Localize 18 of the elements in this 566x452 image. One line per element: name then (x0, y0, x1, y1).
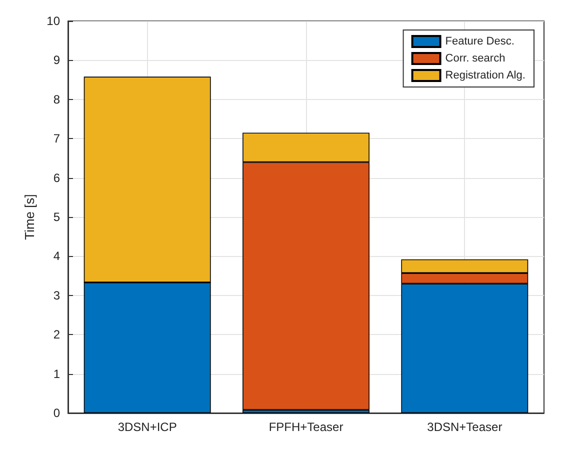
y-axis-title: Time [s] (22, 194, 37, 240)
y-tick-label: 0 (53, 406, 60, 420)
y-tick-label: 3 (53, 288, 60, 302)
y-tick-label: 4 (53, 249, 60, 264)
y-tick-label: 2 (53, 328, 60, 342)
x-tick-label: 3DSN+ICP (118, 420, 177, 434)
x-tick-label: 3DSN+Teaser (427, 420, 502, 434)
y-tick-label: 10 (46, 14, 60, 28)
y-tick-label: 5 (53, 210, 60, 224)
y-tick-label: 7 (53, 132, 60, 146)
y-tick-label: 9 (53, 53, 60, 68)
y-tick-label: 6 (53, 170, 60, 185)
legend-label: Registration Alg. (445, 70, 526, 82)
y-tick-label: 1 (53, 366, 60, 381)
legend-label: Corr. search (445, 52, 506, 64)
legend-label: Feature Desc. (445, 36, 514, 48)
x-tick-label: FPFH+Teaser (268, 420, 344, 434)
y-tick-label: 8 (53, 92, 60, 106)
